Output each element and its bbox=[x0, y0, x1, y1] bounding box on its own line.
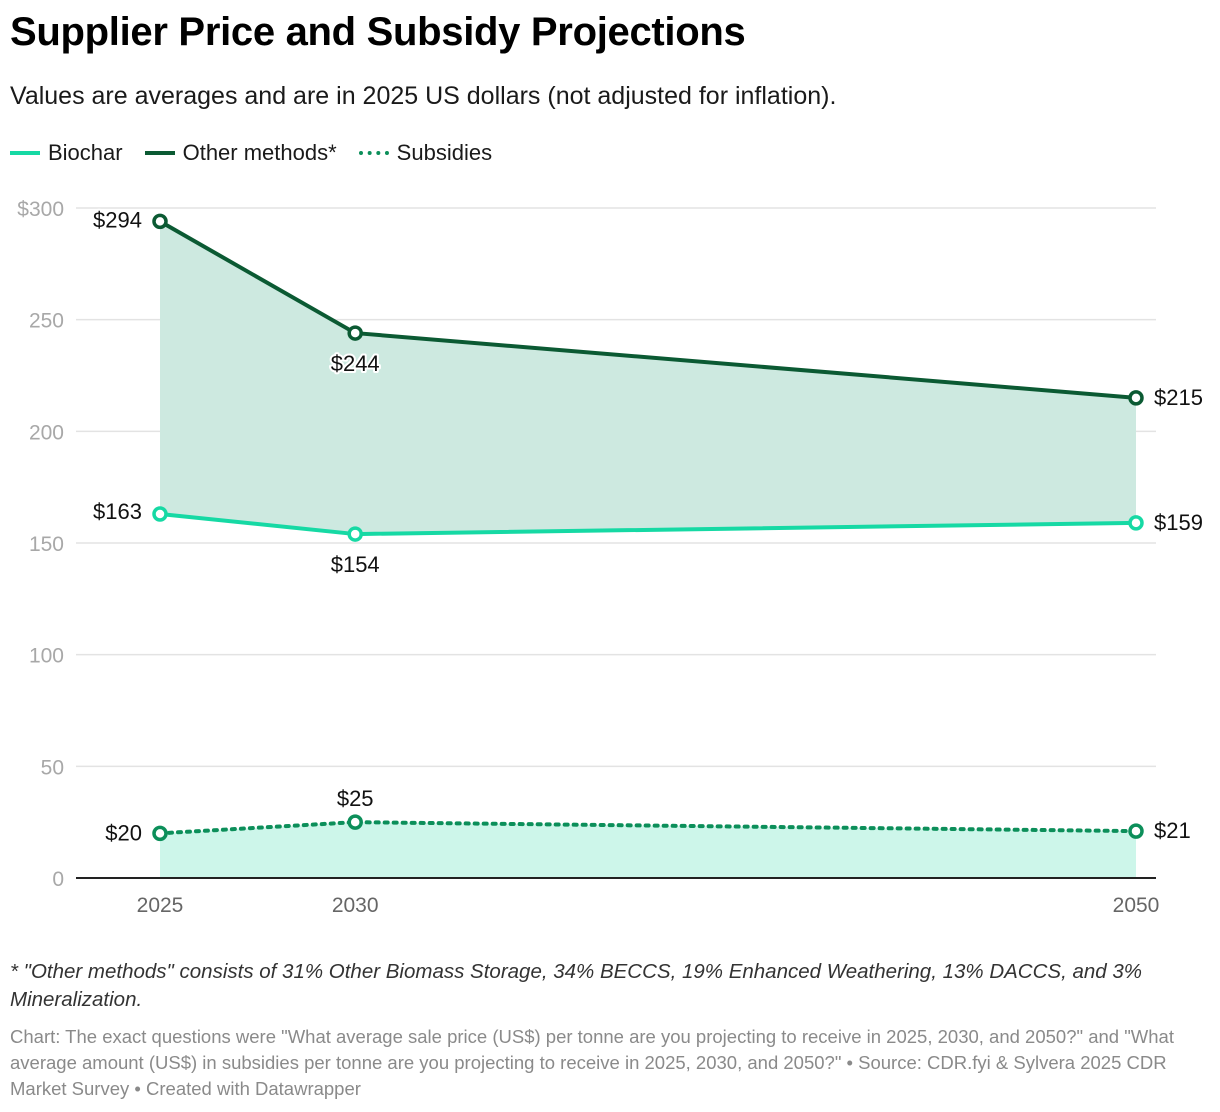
data-label-biochar-2050: $159 bbox=[1154, 510, 1203, 535]
source-note: Chart: The exact questions were "What av… bbox=[10, 1026, 1174, 1099]
y-tick-label-300: $300 bbox=[17, 198, 64, 221]
legend-swatch-subsidies bbox=[358, 151, 389, 155]
data-label-subsidies-2050: $21 bbox=[1154, 818, 1191, 843]
data-point-biochar-2030 bbox=[347, 526, 363, 542]
y-tick-label-200: 200 bbox=[29, 421, 64, 444]
x-tick-label-2025: 2025 bbox=[137, 894, 184, 917]
chart-subtitle: Values are averages and are in 2025 US d… bbox=[10, 82, 837, 110]
data-point-other-methods-2030 bbox=[347, 325, 363, 341]
y-tick-label-250: 250 bbox=[29, 310, 64, 333]
band-0 bbox=[160, 221, 1136, 535]
band-1 bbox=[160, 822, 1136, 878]
y-tick-label-50: 50 bbox=[41, 756, 64, 779]
footnote: * "Other methods" consists of 31% Other … bbox=[10, 960, 1142, 1011]
data-point-subsidies-2050 bbox=[1128, 823, 1144, 839]
x-tick-label-2030: 2030 bbox=[332, 894, 379, 917]
data-point-other-methods-2025 bbox=[152, 213, 168, 230]
data-label-other-methods-2030: $244 bbox=[331, 351, 380, 376]
series-line-subsidies bbox=[158, 820, 1138, 836]
y-tick-label-100: 100 bbox=[29, 645, 64, 668]
chart-title: Supplier Price and Subsidy Projections bbox=[10, 10, 746, 54]
data-point-biochar-2050 bbox=[1128, 515, 1144, 531]
data-label-other-methods-2025: $294 bbox=[93, 207, 142, 232]
legend-label-other-methods: Other methods* bbox=[182, 140, 337, 165]
data-point-subsidies-2030 bbox=[347, 814, 363, 830]
data-point-biochar-2025 bbox=[152, 506, 168, 522]
legend-item-other-methods: Other methods* bbox=[144, 140, 337, 166]
data-label-biochar-2025: $163 bbox=[93, 499, 142, 524]
data-label-biochar-2030: $154 bbox=[331, 552, 380, 577]
data-label-subsidies-2030: $25 bbox=[337, 786, 374, 811]
data-point-subsidies-2025 bbox=[152, 825, 168, 842]
legend-label-subsidies: Subsidies bbox=[396, 140, 493, 165]
data-label-other-methods-2050: $215 bbox=[1154, 385, 1203, 410]
line-chart: 0 50 100 150 200 250 $300 2025 2030 2050 $163 $154 $… bbox=[17, 198, 1205, 917]
legend-swatch-biochar bbox=[10, 151, 40, 155]
legend-item-subsidies: Subsidies bbox=[358, 140, 493, 166]
y-tick-label-150: 150 bbox=[29, 533, 64, 556]
data-point-other-methods-2050 bbox=[1128, 390, 1144, 406]
legend-label-biochar: Biochar bbox=[48, 140, 123, 165]
y-tick-label-0: 0 bbox=[52, 868, 64, 891]
x-tick-label-2050: 2050 bbox=[1113, 894, 1160, 917]
legend-item-biochar: Biochar bbox=[10, 140, 123, 166]
data-label-subsidies-2025: $20 bbox=[105, 820, 142, 845]
legend: Biochar Other methods* Subsidies bbox=[10, 140, 492, 166]
legend-swatch-other-methods bbox=[144, 151, 175, 155]
